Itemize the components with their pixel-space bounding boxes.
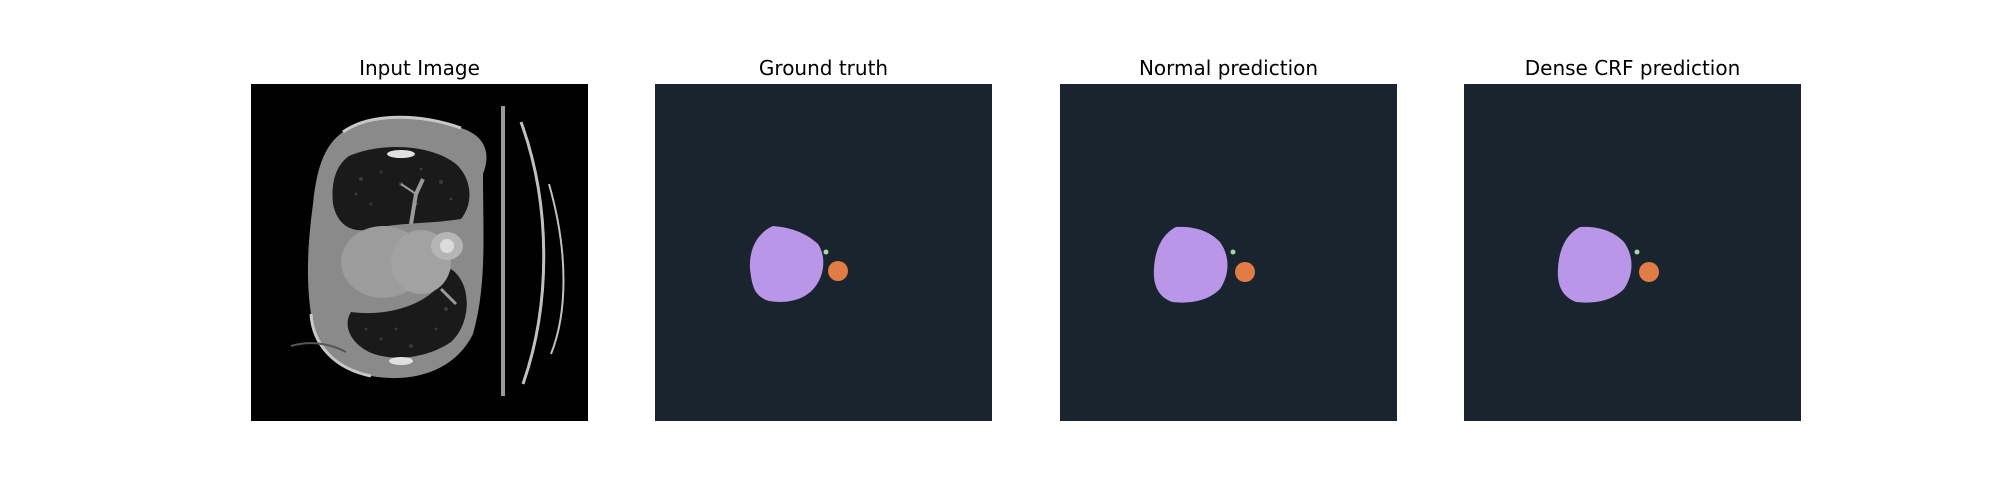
segment-large bbox=[1557, 226, 1632, 303]
segment-small bbox=[1235, 262, 1255, 282]
panel-input-image: Input Image bbox=[251, 0, 588, 500]
panel-title: Dense CRF prediction bbox=[1524, 56, 1741, 80]
mask-background bbox=[655, 84, 992, 421]
panel-title: Ground truth bbox=[758, 56, 889, 80]
mask-background bbox=[1464, 84, 1801, 421]
segment-tiny bbox=[823, 249, 829, 255]
panel-dense-crf-prediction: Dense CRF prediction bbox=[1464, 0, 1801, 500]
normal-prediction-mask bbox=[1060, 84, 1397, 421]
panel-title: Input Image bbox=[359, 56, 480, 80]
segment-large bbox=[1153, 226, 1228, 303]
segment-large bbox=[749, 226, 824, 302]
panel-normal-prediction: Normal prediction bbox=[1060, 0, 1397, 500]
ground-truth-mask bbox=[655, 84, 992, 421]
mask-background bbox=[1060, 84, 1397, 421]
panel-ground-truth: Ground truth bbox=[655, 0, 992, 500]
segment-tiny bbox=[1230, 249, 1236, 255]
segment-small bbox=[1639, 262, 1659, 282]
panel-title: Normal prediction bbox=[1138, 56, 1319, 80]
ct-scan-image bbox=[251, 84, 588, 421]
segment-tiny bbox=[1634, 249, 1640, 255]
dense-crf-prediction-mask bbox=[1464, 84, 1801, 421]
segment-small bbox=[828, 261, 848, 281]
